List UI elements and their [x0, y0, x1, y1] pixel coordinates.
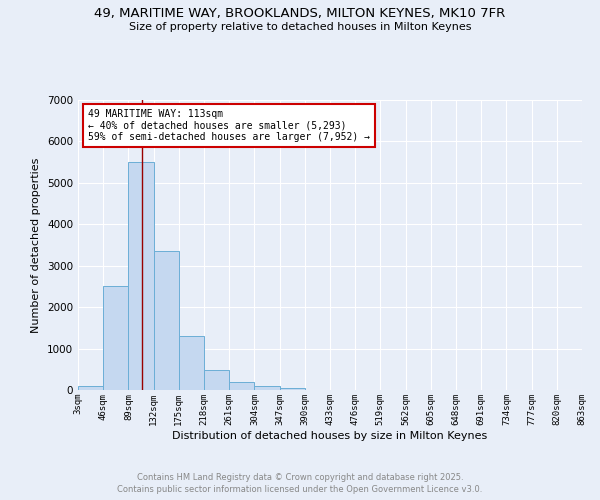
Bar [280, 388, 305, 390]
Bar [128, 162, 154, 390]
Text: Size of property relative to detached houses in Milton Keynes: Size of property relative to detached ho… [129, 22, 471, 32]
Text: 49, MARITIME WAY, BROOKLANDS, MILTON KEYNES, MK10 7FR: 49, MARITIME WAY, BROOKLANDS, MILTON KEY… [94, 8, 506, 20]
Bar [254, 386, 280, 390]
Bar [229, 382, 254, 390]
Bar [154, 251, 179, 390]
Y-axis label: Number of detached properties: Number of detached properties [31, 158, 41, 332]
Text: Contains HM Land Registry data © Crown copyright and database right 2025.: Contains HM Land Registry data © Crown c… [137, 472, 463, 482]
X-axis label: Distribution of detached houses by size in Milton Keynes: Distribution of detached houses by size … [172, 430, 488, 440]
Text: 49 MARITIME WAY: 113sqm
← 40% of detached houses are smaller (5,293)
59% of semi: 49 MARITIME WAY: 113sqm ← 40% of detache… [88, 108, 370, 142]
Bar [78, 386, 103, 390]
Bar [103, 286, 128, 390]
Bar [204, 370, 229, 390]
Bar [179, 336, 204, 390]
Text: Contains public sector information licensed under the Open Government Licence v3: Contains public sector information licen… [118, 485, 482, 494]
